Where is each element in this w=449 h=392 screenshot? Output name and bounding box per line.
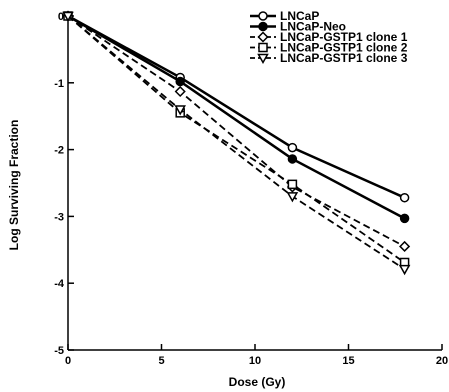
data-point <box>174 105 186 116</box>
data-point <box>287 142 298 153</box>
legend-item-5: LNCaP-GSTP1 clone 3 <box>250 51 408 65</box>
legend-label: LNCaP-GSTP1 clone 3 <box>280 51 408 65</box>
legend-label: LNCaP-Neo <box>280 20 346 34</box>
series-line <box>67 14 406 199</box>
data-point <box>175 76 185 87</box>
axes: 0 5 10 15 20 0 -1 -2 -3 -4 -5 <box>54 11 448 367</box>
data-point <box>399 240 411 253</box>
series-5 <box>62 11 411 276</box>
series-line <box>67 15 406 264</box>
x-tick-label: 10 <box>249 355 261 367</box>
legend-label: LNCaP <box>280 9 319 23</box>
series-line <box>67 14 406 220</box>
y-tick-label: -2 <box>54 145 64 157</box>
data-point <box>287 179 298 190</box>
x-tick-label: 5 <box>158 355 164 367</box>
x-tick-label: 20 <box>436 355 448 367</box>
legend-marker <box>257 31 269 43</box>
data-point <box>286 192 299 203</box>
data-point <box>399 213 410 224</box>
y-tick-label: 0 <box>58 11 64 23</box>
y-tick-label: -3 <box>54 211 64 223</box>
x-tick-label: 0 <box>65 355 71 367</box>
data-point <box>62 11 74 23</box>
legend-item-4: LNCaP-GSTP1 clone 2 <box>250 41 408 55</box>
y-tick-label: -1 <box>54 78 64 90</box>
series-layer <box>62 10 411 276</box>
legend-marker <box>258 21 268 32</box>
data-point <box>399 192 410 203</box>
y-tick-label: -4 <box>54 278 65 290</box>
series-line <box>67 15 406 248</box>
legend-marker <box>258 42 268 53</box>
x-axis-label: Dose (Gy) <box>229 375 286 389</box>
legend-item-3: LNCaP-GSTP1 clone 1 <box>250 30 408 44</box>
y-axis-label: Log Surviving Fraction <box>7 120 21 251</box>
data-point <box>398 264 411 276</box>
legend-marker <box>258 11 268 21</box>
legend-label: LNCaP-GSTP1 clone 1 <box>280 30 408 44</box>
legend-label: LNCaP-GSTP1 clone 2 <box>280 41 408 55</box>
data-point <box>287 154 298 164</box>
series-line <box>67 15 406 270</box>
y-tick-label: -5 <box>54 345 64 357</box>
legend-item-1: LNCaP <box>250 9 319 23</box>
x-tick-label: 15 <box>342 355 354 367</box>
legend-item-2: LNCaP-Neo <box>250 20 346 34</box>
data-point <box>174 85 186 98</box>
series-2 <box>63 11 410 224</box>
legend-marker <box>257 53 269 65</box>
